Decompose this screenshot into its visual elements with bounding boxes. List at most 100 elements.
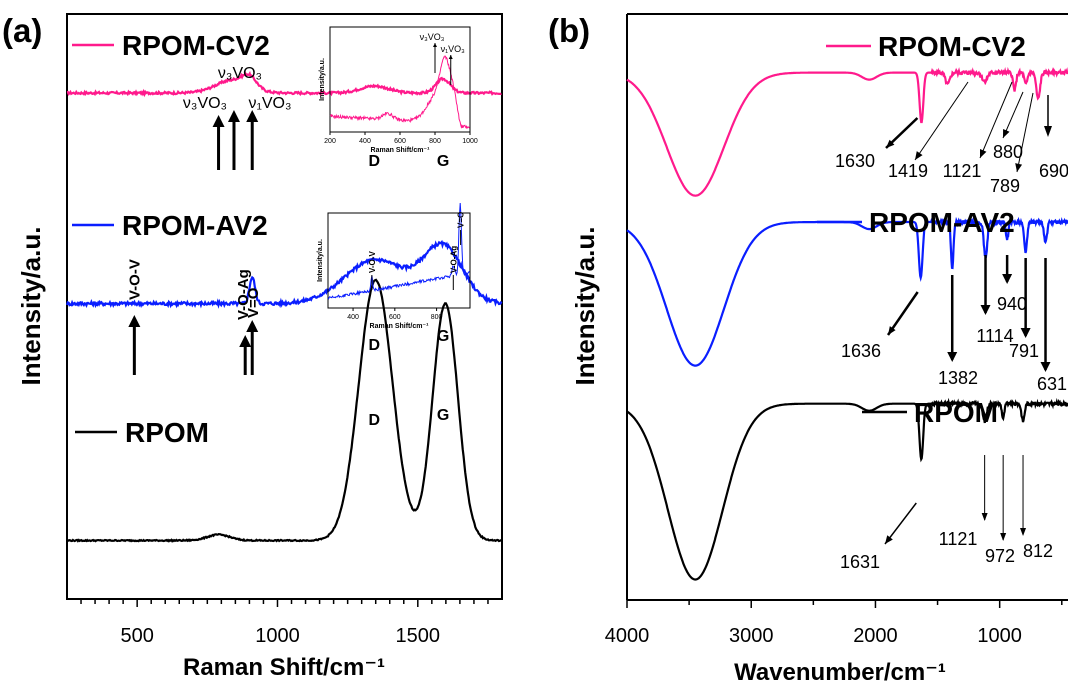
peak-wavenumber-label: 791 bbox=[1009, 341, 1039, 361]
panel-a-legend: RPOM-CV2 RPOM-AV2 RPOM bbox=[72, 30, 270, 448]
panel-a-traces bbox=[65, 71, 503, 543]
series-line bbox=[65, 239, 503, 309]
panel-b: 4000 3000 2000 1000 RPOM-CV2 RPOM-AV2 RPOM 16… bbox=[570, 13, 1068, 686]
panel-a: 500 1000 1500 RPOM-CV2 RPOM-AV2 RPOM ν₃VO₃ ν₃… bbox=[16, 13, 503, 681]
arrow-head bbox=[1003, 129, 1010, 138]
arrow-head bbox=[1000, 533, 1007, 541]
panel-a-annotations: ν₃VO₃ ν₃VO₃ ν₁VO₃ D G V-O-V V-O-AgV=O D G D G bbox=[126, 65, 449, 429]
series-line bbox=[626, 66, 1068, 197]
peak-wavenumber-label: 1419 bbox=[888, 161, 928, 181]
peak-label-d: D bbox=[369, 412, 381, 429]
inset-xlabel: Raman Shift/cm⁻¹ bbox=[370, 323, 430, 330]
legend-label: RPOM-CV2 bbox=[878, 31, 1026, 62]
arrow-head bbox=[212, 115, 225, 127]
panel-a-xlabel: Raman Shift/cm⁻¹ bbox=[183, 654, 385, 681]
panel-b-ylabel: Intensity/a.u. bbox=[570, 227, 600, 386]
arrow-head bbox=[246, 320, 259, 332]
peak-wavenumber-label: 631 bbox=[1037, 374, 1067, 394]
peak-label-d: D bbox=[369, 153, 381, 170]
inset-peak-label: ν₁VO₃ bbox=[441, 44, 466, 54]
legend-label: RPOM-CV2 bbox=[122, 30, 270, 61]
inset-tick-label: 400 bbox=[359, 138, 371, 145]
arrow-head bbox=[888, 326, 896, 335]
peak-wavenumber-label: 690 bbox=[1039, 161, 1068, 181]
peak-label: ν₃VO₃ bbox=[218, 65, 262, 82]
inset-cv2: 200 400 600 800 1000 Raman Shift/cm⁻¹ Intensit… bbox=[319, 26, 478, 154]
arrow-head bbox=[885, 535, 893, 544]
inset-tick-label: 400 bbox=[347, 314, 359, 321]
panel-a-ylabel: Intensity/a.u. bbox=[16, 227, 46, 386]
peak-wavenumber-label: 1121 bbox=[939, 529, 978, 549]
arrow-head bbox=[1020, 528, 1027, 536]
inset-peak-label: V=O bbox=[457, 212, 466, 228]
peak-wavenumber-label: 1114 bbox=[976, 326, 1013, 346]
arrow-head bbox=[1040, 362, 1051, 372]
panel-a-frame bbox=[66, 13, 503, 600]
arrow-head bbox=[979, 149, 987, 158]
arrow-head bbox=[239, 335, 252, 347]
panel-b-annotations: 1630 1419 1121 880 789 690 1636 1382 1114 940 791 6… bbox=[835, 81, 1068, 572]
peak-label: V=O bbox=[245, 287, 262, 318]
legend-label: RPOM-AV2 bbox=[869, 207, 1015, 238]
series-line bbox=[66, 278, 502, 543]
inset-ylabel: Intensity/a.u. bbox=[317, 239, 324, 282]
arrow-head bbox=[980, 305, 991, 315]
peak-label-d: D bbox=[369, 337, 381, 354]
peak-label: ν₁VO₃ bbox=[248, 95, 291, 112]
arrow-shaft bbox=[979, 81, 1013, 159]
inset-ylabel: Intensity/a.u. bbox=[319, 58, 326, 101]
inset-peak-label: V-O-V bbox=[368, 251, 377, 273]
arrow-head bbox=[128, 315, 141, 327]
legend-label: RPOM-AV2 bbox=[122, 210, 268, 241]
panel-b-legend: RPOM-CV2 RPOM-AV2 RPOM bbox=[817, 31, 1026, 428]
inset-arrow-head bbox=[448, 55, 453, 59]
legend-label: RPOM bbox=[125, 417, 209, 448]
peak-wavenumber-label: 1630 bbox=[835, 151, 875, 171]
x-tick-label: 4000 bbox=[605, 625, 650, 647]
peak-wavenumber-label: 812 bbox=[1023, 541, 1053, 561]
arrow-head bbox=[947, 352, 958, 362]
inset-arrow-head bbox=[433, 43, 437, 47]
arrow-shaft bbox=[884, 502, 917, 545]
series-line bbox=[66, 71, 502, 98]
peak-label: V-O-V bbox=[126, 259, 143, 300]
peak-label-g: G bbox=[437, 153, 449, 170]
arrow-head bbox=[227, 110, 240, 122]
arrow-head bbox=[915, 151, 923, 160]
panel-b-xlabel: Wavenumber/cm⁻¹ bbox=[734, 659, 946, 686]
inset-line bbox=[329, 55, 470, 129]
arrow-head bbox=[1002, 274, 1013, 284]
peak-wavenumber-label: 972 bbox=[985, 546, 1015, 566]
series-line bbox=[626, 397, 1068, 581]
peak-wavenumber-label: 1382 bbox=[938, 368, 978, 388]
arrow-head bbox=[246, 110, 259, 122]
peak-wavenumber-label: 1636 bbox=[841, 341, 881, 361]
peak-wavenumber-label: 940 bbox=[997, 294, 1027, 314]
inset-tick-label: 600 bbox=[389, 314, 401, 321]
x-tick-label: 2000 bbox=[853, 625, 898, 647]
inset-tick-label: 800 bbox=[429, 138, 441, 145]
panel-b-letter: (b) bbox=[548, 12, 590, 49]
panel-b-x-ticks: 4000 3000 2000 1000 bbox=[605, 600, 1063, 647]
inset-tick-label: 800 bbox=[431, 314, 443, 321]
peak-label-g: G bbox=[437, 407, 449, 424]
arrow-head bbox=[886, 139, 895, 148]
arrow-head bbox=[1044, 126, 1052, 137]
arrow-shaft bbox=[1016, 92, 1034, 173]
inset-line bbox=[327, 202, 470, 300]
arrow-shaft bbox=[886, 291, 919, 336]
peak-wavenumber-label: 880 bbox=[993, 142, 1023, 162]
inset-frame bbox=[327, 212, 471, 309]
legend-label: RPOM bbox=[914, 397, 998, 428]
peak-wavenumber-label: 1631 bbox=[840, 552, 880, 572]
inset-peak-label: ν₃VO₃ bbox=[420, 32, 445, 42]
inset-tick-label: 1000 bbox=[462, 138, 478, 145]
arrow-head bbox=[1020, 328, 1031, 338]
panel-a-letter: (a) bbox=[2, 12, 42, 49]
panel-a-x-ticks: 500 1000 1500 bbox=[80, 599, 489, 647]
arrow-head bbox=[1015, 163, 1023, 172]
x-tick-label: 1000 bbox=[255, 625, 300, 647]
inset-peak-label: V-O-Ag bbox=[449, 246, 458, 273]
